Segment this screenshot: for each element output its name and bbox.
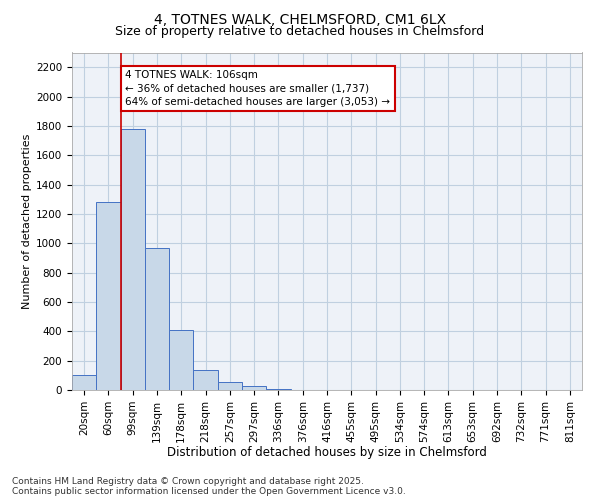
Text: Contains HM Land Registry data © Crown copyright and database right 2025.
Contai: Contains HM Land Registry data © Crown c… — [12, 476, 406, 496]
Bar — [266, 388, 290, 390]
Bar — [169, 330, 193, 390]
Bar — [72, 376, 96, 390]
Y-axis label: Number of detached properties: Number of detached properties — [22, 134, 32, 309]
Text: 4, TOTNES WALK, CHELMSFORD, CM1 6LX: 4, TOTNES WALK, CHELMSFORD, CM1 6LX — [154, 12, 446, 26]
X-axis label: Distribution of detached houses by size in Chelmsford: Distribution of detached houses by size … — [167, 446, 487, 459]
Bar — [218, 382, 242, 390]
Bar — [242, 386, 266, 390]
Bar — [121, 129, 145, 390]
Bar — [145, 248, 169, 390]
Text: Size of property relative to detached houses in Chelmsford: Size of property relative to detached ho… — [115, 25, 485, 38]
Bar — [96, 202, 121, 390]
Bar — [193, 370, 218, 390]
Text: 4 TOTNES WALK: 106sqm
← 36% of detached houses are smaller (1,737)
64% of semi-d: 4 TOTNES WALK: 106sqm ← 36% of detached … — [125, 70, 391, 106]
